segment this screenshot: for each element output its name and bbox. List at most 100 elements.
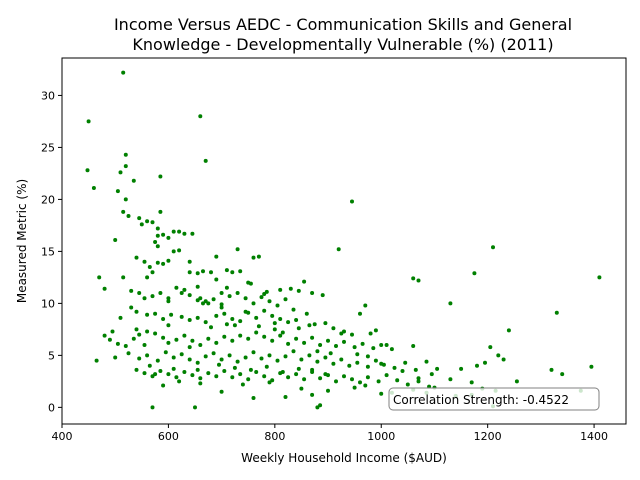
data-point-27: [158, 174, 163, 179]
data-point-204: [246, 377, 251, 382]
data-point-231: [177, 379, 182, 384]
data-point-308: [272, 321, 277, 326]
data-point-50: [97, 275, 102, 280]
data-point-255: [560, 372, 565, 377]
data-point-215: [334, 379, 338, 384]
data-point-317: [296, 366, 301, 371]
data-point-112: [102, 333, 107, 338]
data-point-85: [169, 312, 174, 317]
data-point-133: [262, 334, 267, 339]
y-tick-label-1: 5: [48, 349, 55, 362]
data-point-194: [166, 372, 171, 377]
data-point-77: [302, 279, 307, 284]
data-point-168: [259, 356, 264, 361]
data-point-132: [254, 330, 259, 335]
data-point-65: [211, 297, 216, 302]
data-point-89: [203, 320, 208, 325]
data-point-254: [549, 367, 554, 372]
data-point-87: [187, 318, 192, 322]
data-point-143: [342, 339, 346, 344]
data-point-162: [211, 351, 216, 356]
data-point-282: [147, 363, 152, 368]
data-point-56: [150, 294, 155, 299]
y-tick-label-5: 25: [41, 141, 55, 154]
data-point-286: [219, 305, 224, 310]
data-point-172: [291, 349, 296, 354]
data-point-233: [219, 389, 224, 394]
data-point-66: [219, 291, 224, 295]
data-point-185: [403, 360, 408, 365]
data-point-68: [235, 291, 240, 295]
data-point-321: [166, 299, 171, 304]
data-point-301: [201, 301, 205, 306]
data-point-145: [360, 341, 365, 346]
data-point-76: [296, 288, 301, 293]
data-point-175: [315, 359, 320, 364]
data-point-209: [286, 375, 291, 380]
data-point-107: [358, 311, 362, 316]
data-point-75: [288, 286, 293, 291]
x-tick-label-1: 600: [158, 430, 179, 443]
data-point-268: [384, 343, 389, 347]
data-point-165: [235, 359, 240, 364]
data-point-219: [365, 375, 370, 380]
data-point-20: [155, 244, 160, 249]
data-point-265: [350, 199, 354, 204]
data-point-280: [134, 327, 139, 332]
data-point-328: [278, 287, 283, 292]
data-point-152: [126, 351, 131, 356]
data-point-324: [206, 301, 211, 306]
data-point-309: [153, 372, 158, 377]
data-point-139: [310, 335, 315, 340]
data-point-281: [142, 343, 147, 347]
data-point-187: [424, 359, 429, 364]
y-axis-label: Measured Metric (%): [15, 179, 29, 303]
data-point-5: [123, 164, 128, 169]
data-point-30: [113, 238, 118, 242]
data-point-35: [145, 275, 150, 280]
data-point-195: [174, 375, 179, 380]
data-point-79: [320, 293, 325, 298]
data-point-191: [142, 371, 147, 376]
data-point-320: [155, 260, 160, 265]
data-point-159: [187, 357, 192, 362]
plot-frame: [61, 57, 627, 425]
data-point-118: [145, 329, 150, 334]
data-point-213: [318, 376, 323, 381]
data-point-322: [179, 291, 184, 295]
data-point-40: [187, 270, 192, 275]
data-point-297: [355, 352, 360, 357]
data-point-49: [256, 254, 261, 259]
data-point-136: [286, 341, 291, 346]
data-point-60: [182, 287, 187, 292]
data-point-81: [134, 309, 139, 314]
data-point-90: [214, 313, 219, 318]
data-point-57: [158, 291, 163, 295]
data-point-34: [150, 270, 155, 275]
data-point-114: [115, 341, 120, 346]
data-point-149: [411, 344, 416, 348]
data-point-224: [416, 376, 421, 381]
data-point-243: [352, 385, 357, 390]
data-point-148: [389, 347, 394, 352]
data-point-13: [139, 222, 144, 227]
data-point-203: [238, 372, 243, 377]
data-point-271: [501, 357, 506, 362]
data-point-106: [350, 332, 354, 337]
data-point-53: [129, 288, 134, 293]
data-point-2: [91, 186, 96, 190]
data-point-17: [155, 226, 160, 231]
data-point-98: [278, 317, 283, 321]
data-point-230: [161, 383, 166, 388]
data-point-166: [243, 355, 248, 360]
y-tick-label-6: 30: [41, 89, 55, 102]
data-point-217: [350, 377, 354, 382]
data-point-52: [121, 275, 126, 280]
data-point-272: [483, 360, 487, 365]
data-point-70: [251, 301, 256, 306]
data-point-276: [416, 379, 421, 384]
data-point-221: [384, 373, 389, 378]
data-point-0: [86, 119, 91, 124]
data-point-155: [155, 358, 160, 363]
